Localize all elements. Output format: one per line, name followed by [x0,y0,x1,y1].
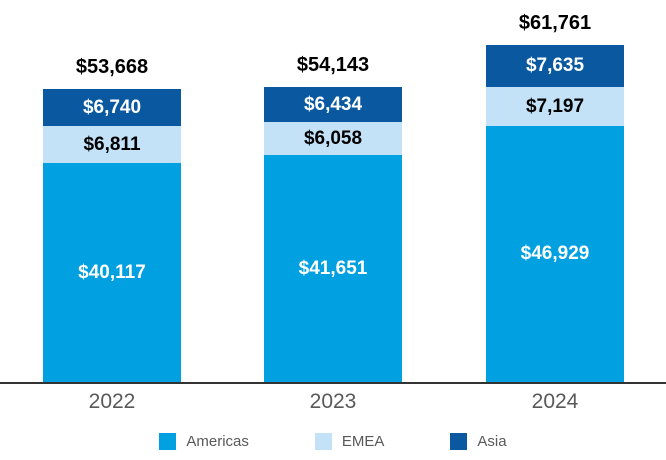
bar-stack: $6,434 $6,058 $41,651 [264,87,402,382]
bar-group-2022: $53,668 $6,740 $6,811 $40,117 [43,56,181,382]
bar-segment-asia: $7,635 [486,45,624,87]
legend: Americas EMEA Asia [0,433,666,450]
bar-segment-asia: $6,740 [43,89,181,126]
bar-segment-emea: $6,811 [43,126,181,163]
segment-label: $6,740 [82,96,142,118]
segment-label: $46,929 [520,243,590,264]
total-label: $53,668 [75,56,149,78]
bar-segment-emea: $7,197 [486,87,624,126]
bar-segment-americas: $40,117 [43,163,181,382]
segment-label: $6,811 [83,133,141,155]
x-axis-label-2023: 2023 [309,390,357,413]
bar-group-2023: $54,143 $6,434 $6,058 $41,651 [264,54,402,382]
bar-segment-asia: $6,434 [264,87,402,122]
americas-swatch-icon [159,433,177,450]
segment-label: $7,635 [525,55,585,76]
bar-stack: $7,635 $7,197 $46,929 [486,45,624,382]
bar-segment-americas: $41,651 [264,155,402,382]
bar-segment-americas: $46,929 [486,126,624,382]
x-axis-line [0,382,666,384]
x-axis-label-2024: 2024 [531,390,579,413]
legend-item-americas: Americas [159,433,249,450]
legend-item-asia: Asia [450,433,507,450]
bar-stack: $6,740 $6,811 $40,117 [43,89,181,382]
legend-label: Americas [186,433,249,450]
segment-label: $6,058 [303,127,363,149]
total-label: $61,761 [518,12,592,34]
segment-label: $41,651 [298,257,368,279]
bar-group-2024: $61,761 $7,635 $7,197 $46,929 [486,12,624,382]
legend-label: EMEA [341,433,385,450]
total-label: $54,143 [296,54,370,76]
bar-segment-emea: $6,058 [264,122,402,155]
x-axis-label-2022: 2022 [88,390,136,413]
plot-area: $53,668 $6,740 $6,811 $40,117 $54,143 $6… [43,12,624,382]
segment-label: $7,197 [525,95,585,117]
segment-label: $6,434 [303,93,363,115]
emea-swatch-icon [314,433,332,450]
asia-swatch-icon [450,433,468,450]
segment-label: $40,117 [78,261,146,283]
legend-label: Asia [477,433,507,450]
legend-item-emea: EMEA [314,433,385,450]
